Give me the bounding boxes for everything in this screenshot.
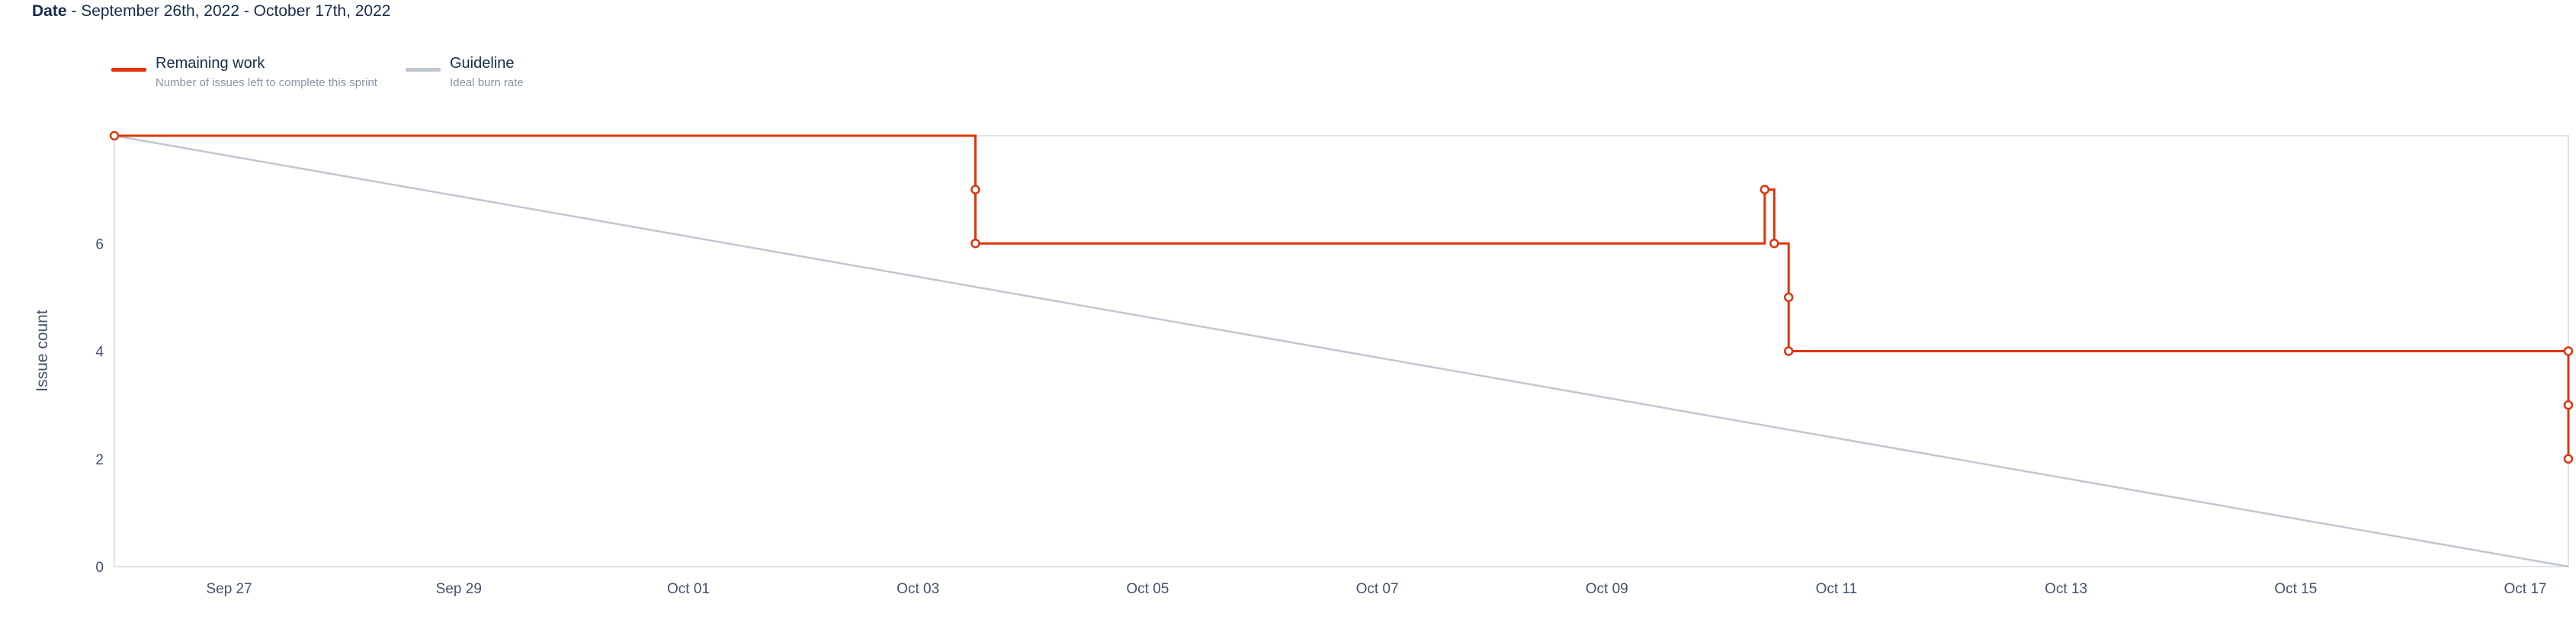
- chart-legend: Remaining work Number of issues left to …: [0, 55, 686, 101]
- remaining-work-line: [114, 134, 2570, 459]
- remaining-work-point: [1783, 292, 1794, 303]
- y-axis-label: Issue count: [34, 310, 51, 392]
- remaining-work-point: [109, 130, 120, 141]
- y-tick-label: 6: [95, 236, 104, 252]
- y-tick-label: 2: [95, 452, 104, 468]
- remaining-work-point: [2563, 400, 2574, 410]
- date-label: Date: [32, 2, 67, 20]
- sprint-date-range: Date - September 26th, 2022 - October 17…: [32, 2, 390, 21]
- remaining-work-point: [1769, 239, 1779, 249]
- y-axis-ticks: 0 2 4 6: [95, 236, 104, 576]
- x-tick-label: Oct 05: [1126, 581, 1169, 597]
- y-tick-label: 0: [95, 560, 104, 576]
- remaining-work-point: [2563, 454, 2574, 464]
- x-tick-label: Oct 03: [897, 581, 939, 597]
- guideline-line: [114, 134, 2569, 568]
- x-tick-label: Oct 13: [2045, 581, 2087, 597]
- remaining-work-point: [1783, 346, 1794, 356]
- remaining-work-point: [2563, 346, 2574, 356]
- legend-name: Guideline: [450, 55, 515, 72]
- remaining-work-point: [1760, 185, 1770, 194]
- x-tick-label: Oct 09: [1586, 581, 1628, 597]
- x-tick-label: Oct 17: [2504, 581, 2547, 597]
- date-range-value: - September 26th, 2022 - October 17th, 2…: [66, 2, 391, 20]
- x-tick-label: Oct 11: [1816, 581, 1858, 597]
- y-tick-label: 4: [95, 345, 104, 361]
- remaining-work-point: [970, 239, 980, 249]
- guideline-swatch: [406, 68, 441, 72]
- legend-description: Number of issues left to complete this s…: [156, 76, 377, 89]
- x-tick-label: Oct 01: [667, 581, 710, 597]
- x-tick-label: Sep 29: [436, 581, 482, 597]
- legend-description: Ideal burn rate: [450, 76, 524, 89]
- x-tick-label: Oct 15: [2274, 581, 2317, 597]
- x-tick-label: Sep 27: [206, 581, 252, 597]
- x-axis-ticks: Sep 27 Sep 29 Oct 01 Oct 03 Oct 05 Oct 07 Oct …: [206, 581, 2546, 597]
- remaining-work-point: [970, 185, 980, 194]
- chart-series: [109, 130, 2574, 568]
- remaining-work-swatch: [111, 68, 146, 72]
- legend-name: Remaining work: [156, 55, 265, 72]
- x-tick-label: Oct 07: [1356, 581, 1399, 597]
